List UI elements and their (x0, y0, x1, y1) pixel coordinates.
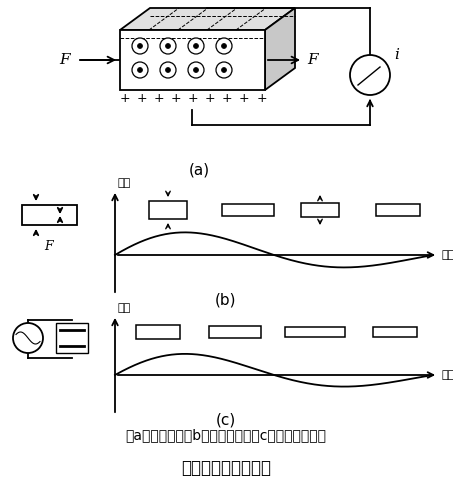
Bar (285, 327, 345, 337)
Polygon shape (120, 8, 295, 30)
Text: +: + (188, 92, 198, 105)
Text: +: + (205, 92, 216, 105)
Text: （a）压电效应（b）正压电效应（c）逆压电效应。: （a）压电效应（b）正压电效应（c）逆压电效应。 (125, 428, 327, 442)
Bar (149, 201, 187, 219)
Text: +: + (239, 92, 250, 105)
Text: 幅度: 幅度 (117, 303, 130, 313)
Circle shape (132, 38, 148, 54)
Bar (136, 325, 180, 339)
Circle shape (216, 38, 232, 54)
Bar (22, 205, 77, 225)
Circle shape (165, 67, 170, 72)
Bar (56, 323, 88, 353)
Text: 石英晶体的压电效应: 石英晶体的压电效应 (181, 459, 271, 477)
Bar (222, 204, 274, 216)
Text: +: + (154, 92, 164, 105)
Text: +: + (120, 92, 130, 105)
Text: i: i (394, 48, 399, 62)
Text: +: + (137, 92, 147, 105)
Circle shape (138, 43, 143, 49)
Text: F: F (45, 241, 53, 253)
Text: 时间: 时间 (441, 250, 453, 260)
Bar (373, 327, 417, 337)
Text: 时间: 时间 (441, 370, 453, 380)
Circle shape (132, 62, 148, 78)
Text: +: + (171, 92, 182, 105)
Circle shape (165, 43, 170, 49)
Text: (b): (b) (215, 293, 237, 308)
Circle shape (222, 67, 226, 72)
Bar (120, 30, 265, 90)
Text: 幅度: 幅度 (117, 178, 130, 188)
Circle shape (193, 67, 198, 72)
Circle shape (193, 43, 198, 49)
Bar (301, 203, 339, 217)
Text: +: + (222, 92, 233, 105)
Circle shape (216, 62, 232, 78)
Circle shape (160, 38, 176, 54)
Circle shape (138, 67, 143, 72)
Text: F: F (308, 53, 318, 67)
Text: F: F (60, 53, 70, 67)
Text: (a): (a) (188, 162, 210, 178)
Text: +: + (256, 92, 267, 105)
Bar (209, 326, 261, 338)
Circle shape (350, 55, 390, 95)
Circle shape (188, 62, 204, 78)
Text: (c): (c) (216, 412, 236, 428)
Circle shape (188, 38, 204, 54)
Polygon shape (265, 8, 295, 90)
Text: v: v (20, 324, 26, 334)
Bar (376, 204, 420, 216)
Circle shape (13, 323, 43, 353)
Circle shape (160, 62, 176, 78)
Circle shape (222, 43, 226, 49)
